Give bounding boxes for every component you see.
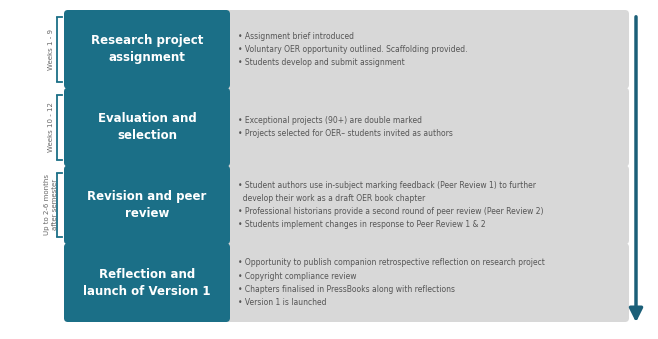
Text: Weeks 10 - 12: Weeks 10 - 12	[48, 102, 54, 152]
Text: Revision and peer
review: Revision and peer review	[88, 190, 207, 220]
Text: Research project
assignment: Research project assignment	[91, 34, 203, 64]
Text: • Student authors use in-subject marking feedback (Peer Review 1) to further
  d: • Student authors use in-subject marking…	[238, 181, 544, 229]
Text: Evaluation and
selection: Evaluation and selection	[97, 112, 196, 142]
Text: • Opportunity to publish companion retrospective reflection on research project
: • Opportunity to publish companion retro…	[238, 258, 545, 307]
Text: Reflection and
launch of Version 1: Reflection and launch of Version 1	[84, 267, 211, 298]
FancyBboxPatch shape	[64, 165, 629, 244]
FancyBboxPatch shape	[64, 243, 230, 322]
FancyBboxPatch shape	[64, 10, 629, 89]
FancyBboxPatch shape	[64, 165, 230, 244]
FancyBboxPatch shape	[64, 88, 230, 166]
Text: Weeks 1 - 9: Weeks 1 - 9	[48, 29, 54, 70]
Text: • Assignment brief introduced
• Voluntary OER opportunity outlined. Scaffolding : • Assignment brief introduced • Voluntar…	[238, 32, 467, 67]
FancyBboxPatch shape	[64, 88, 629, 166]
FancyBboxPatch shape	[64, 243, 629, 322]
Text: Up to 2-6 months
after semester: Up to 2-6 months after semester	[44, 174, 58, 235]
FancyBboxPatch shape	[64, 10, 230, 89]
Text: • Exceptional projects (90+) are double marked
• Projects selected for OER– stud: • Exceptional projects (90+) are double …	[238, 116, 453, 138]
